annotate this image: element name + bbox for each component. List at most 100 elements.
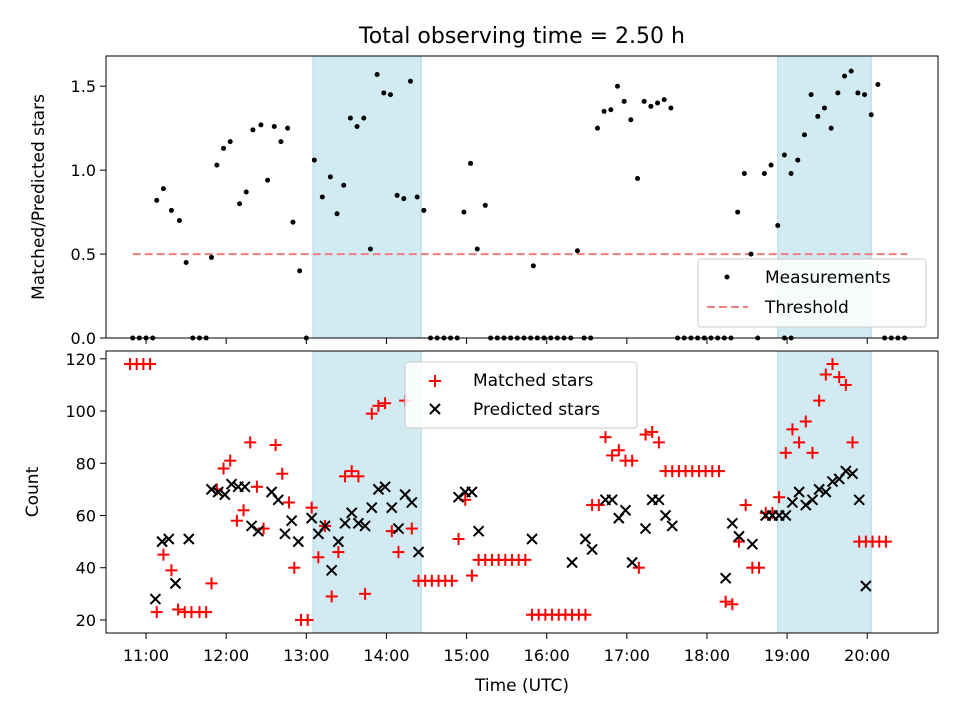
predicted-point-5	[205, 483, 218, 496]
measurement-point-15	[227, 139, 233, 145]
measurement-point-41	[407, 78, 413, 84]
bot-y-tick-label-1: 40	[76, 559, 96, 578]
bottom-legend-frame	[404, 361, 638, 429]
predicted-point-26	[359, 520, 371, 532]
legend-marker-matched	[429, 375, 441, 387]
bottom-y-axis-label: Count	[23, 466, 43, 517]
bot-y-tick-label-4: 100	[65, 402, 96, 421]
bottom-legend: Matched stars Predicted stars	[404, 361, 638, 429]
matched-point-106	[833, 371, 846, 384]
predicted-point-18	[305, 512, 318, 524]
predicted-point-39	[526, 533, 538, 545]
measurement-point-79	[655, 100, 661, 106]
matched-point-59	[519, 553, 532, 566]
predicted-point-42	[586, 543, 598, 556]
measurement-point-20	[265, 177, 271, 183]
predicted-point-50	[653, 494, 665, 506]
matched-point-51	[465, 569, 478, 582]
bottom-x-tick-label-5: 16:00	[524, 646, 570, 665]
predicted-point-30	[386, 501, 398, 514]
bottom-predicted-points	[149, 465, 872, 605]
bot-y-tick-label-3: 80	[76, 454, 96, 473]
predicted-point-62	[793, 486, 805, 498]
predicted-point-71	[853, 494, 865, 506]
measurement-point-5	[160, 186, 166, 192]
legend-label-matched: Matched stars	[473, 371, 593, 391]
measurement-point-102	[808, 92, 814, 98]
predicted-point-2	[163, 533, 175, 545]
predicted-point-47	[626, 556, 638, 569]
predicted-point-61	[786, 496, 799, 509]
measurement-point-29	[327, 174, 333, 180]
matched-point-113	[879, 535, 892, 548]
predicted-point-6	[212, 486, 224, 498]
bottom-axes-frame	[105, 350, 939, 634]
predicted-point-44	[606, 494, 618, 506]
measurement-point-40	[401, 196, 407, 202]
measurement-point-95	[761, 171, 767, 176]
matched-point-107	[839, 378, 852, 391]
measurement-point-80	[661, 97, 667, 103]
predicted-point-41	[579, 533, 592, 545]
matched-point-34	[352, 470, 365, 483]
measurement-point-19	[258, 122, 264, 128]
matched-point-3	[144, 358, 157, 371]
measurement-point-12	[209, 254, 215, 260]
matched-point-32	[339, 470, 352, 483]
measurement-point-52	[482, 202, 488, 208]
matched-point-103	[813, 394, 826, 407]
bot-y-tick-label-0: 20	[76, 611, 96, 630]
measurement-point-110	[862, 92, 868, 98]
predicted-point-15	[279, 528, 291, 540]
bot-shaded-span-1	[777, 350, 872, 634]
predicted-point-11	[245, 520, 258, 532]
top-legend-frame	[697, 258, 927, 328]
predicted-point-4	[183, 533, 195, 545]
measurement-point-75	[628, 117, 634, 123]
matched-point-99	[786, 423, 799, 436]
matched-point-22	[276, 467, 289, 480]
matched-point-88	[712, 465, 725, 478]
matched-point-23	[282, 496, 295, 509]
matched-point-101	[799, 415, 812, 428]
matched-point-7	[172, 603, 185, 616]
top-y-tick-label-3: 1.5	[71, 77, 96, 96]
predicted-point-66	[820, 486, 832, 498]
matched-point-98	[779, 446, 792, 459]
predicted-point-22	[332, 535, 345, 548]
top-y-tick-label-1: 0.5	[71, 245, 96, 264]
predicted-point-46	[619, 504, 632, 516]
matched-point-28	[312, 551, 325, 564]
top-x-ticks	[145, 338, 868, 344]
legend-marker-measurements	[724, 274, 730, 280]
matched-point-48	[445, 574, 458, 587]
measurement-point-106	[835, 90, 841, 96]
matched-point-104	[819, 368, 832, 381]
bottom-x-ticks: 11:00 12:00 13:00 14:00 15:00 16:00 17:00 18:00…	[123, 633, 890, 665]
measurement-point-99	[788, 171, 794, 176]
matched-point-79	[652, 436, 665, 449]
measurement-point-67	[574, 248, 580, 254]
measurement-point-62	[530, 263, 536, 269]
predicted-point-63	[800, 499, 812, 511]
measurement-point-105	[828, 125, 834, 131]
predicted-point-33	[406, 496, 418, 509]
bottom-x-tick-label-1: 12:00	[203, 646, 249, 665]
matched-point-108	[846, 436, 859, 449]
legend-label-predicted: Predicted stars	[473, 400, 600, 420]
bottom-x-tick-label-6: 17:00	[604, 646, 650, 665]
predicted-point-1	[156, 535, 168, 548]
measurement-point-112	[875, 82, 881, 88]
matched-point-94	[753, 561, 766, 574]
measurement-point-32	[347, 115, 353, 121]
matched-point-18	[244, 436, 257, 449]
bot-y-tick-label-5: 120	[65, 350, 96, 369]
predicted-point-24	[346, 507, 358, 519]
matched-point-70	[592, 499, 605, 512]
measurement-point-73	[614, 83, 620, 89]
matched-point-97	[773, 491, 786, 504]
predicted-point-69	[840, 465, 852, 477]
measurement-point-25	[297, 268, 303, 274]
measurement-point-38	[387, 92, 393, 98]
predicted-point-52	[666, 520, 678, 532]
